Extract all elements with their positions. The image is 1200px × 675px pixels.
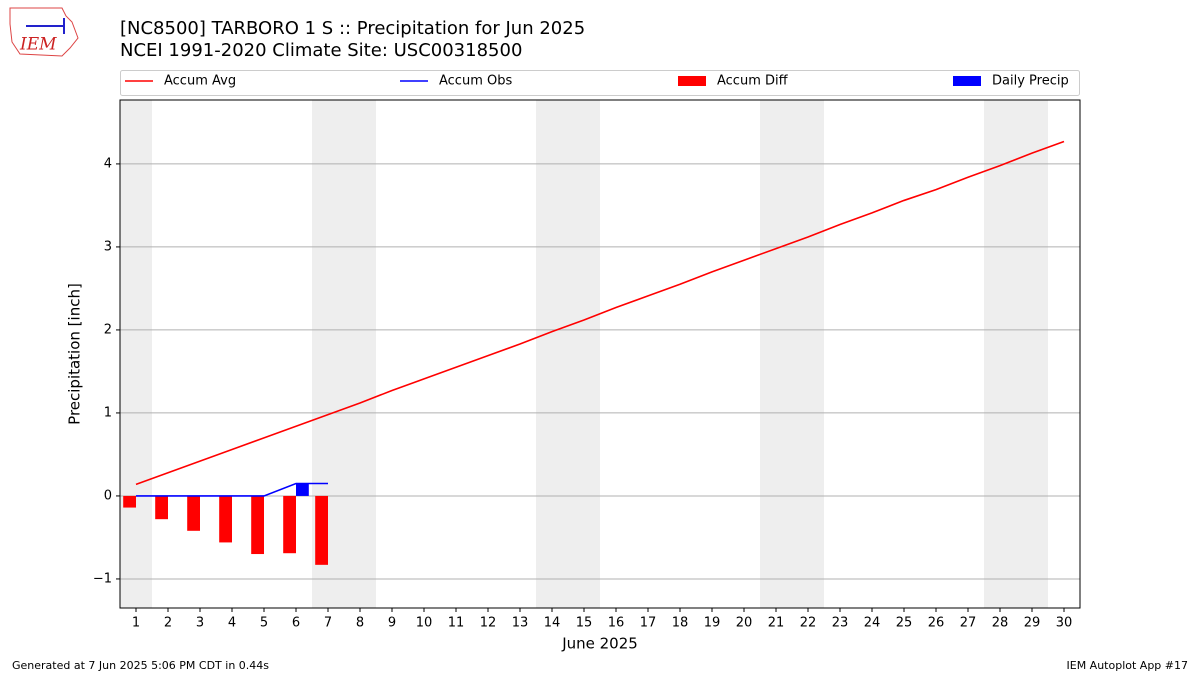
x-tick-label: 8 — [356, 616, 364, 631]
x-tick-label: 9 — [388, 616, 396, 631]
x-tick-label: 27 — [960, 616, 977, 631]
x-tick-label: 16 — [608, 616, 625, 631]
x-tick-label: 28 — [992, 616, 1009, 631]
x-tick-label: 5 — [260, 616, 268, 631]
x-tick-label: 26 — [928, 616, 945, 631]
legend-box — [120, 70, 1080, 96]
y-tick-label: 3 — [104, 239, 112, 254]
legend-label: Accum Avg — [164, 74, 236, 89]
weekend-shade — [536, 100, 600, 608]
weekend-shade — [760, 100, 824, 608]
footer-right: IEM Autoplot App #17 — [1067, 659, 1189, 672]
x-tick-label: 10 — [416, 616, 433, 631]
bar — [155, 495, 168, 520]
y-tick-label: −1 — [93, 571, 112, 586]
x-tick-label: 29 — [1024, 616, 1041, 631]
logo: IEM — [9, 7, 79, 57]
x-tick-label: 24 — [864, 616, 881, 631]
x-tick-label: 2 — [164, 616, 172, 631]
bar — [251, 495, 264, 555]
y-tick-label: 0 — [104, 488, 112, 503]
x-tick-label: 12 — [480, 616, 497, 631]
x-tick-label: 3 — [196, 616, 204, 631]
y-tick-label: 1 — [104, 405, 112, 420]
x-tick-label: 13 — [512, 616, 529, 631]
x-tick-label: 4 — [228, 616, 236, 631]
line — [136, 482, 328, 497]
bar — [296, 483, 309, 496]
x-tick-label: 21 — [768, 616, 785, 631]
logo-outline — [9, 7, 79, 57]
logo-text: IEM — [19, 35, 57, 55]
chart-subtitle: NCEI 1991-2020 Climate Site: USC00318500 — [120, 40, 522, 61]
x-tick-label: 20 — [736, 616, 753, 631]
plot-frame — [119, 99, 1081, 609]
bar — [283, 495, 296, 554]
y-tick-label: 2 — [104, 322, 112, 337]
y-axis-label: Precipitation [inch] — [66, 283, 84, 425]
x-tick-label: 11 — [448, 616, 465, 631]
legend-label: Accum Obs — [439, 74, 512, 89]
legend-label: Accum Diff — [717, 74, 789, 89]
bar — [123, 495, 136, 508]
bar — [219, 495, 232, 543]
x-axis-label: June 2025 — [561, 635, 638, 653]
x-tick-label: 30 — [1056, 616, 1073, 631]
x-tick-label: 18 — [672, 616, 689, 631]
x-tick-label: 19 — [704, 616, 721, 631]
y-tick-label: 4 — [104, 156, 112, 171]
x-tick-label: 7 — [324, 616, 332, 631]
x-tick-label: 25 — [896, 616, 913, 631]
x-tick-label: 23 — [832, 616, 849, 631]
legend-swatch — [678, 76, 706, 86]
chart-title: [NC8500] TARBORO 1 S :: Precipitation fo… — [120, 18, 585, 39]
x-tick-label: 14 — [544, 616, 561, 631]
weekend-shade — [984, 100, 1048, 608]
x-tick-label: 1 — [132, 616, 140, 631]
x-tick-label: 17 — [640, 616, 657, 631]
x-tick-label: 15 — [576, 616, 593, 631]
weekend-shade — [120, 100, 152, 608]
legend-label: Daily Precip — [992, 74, 1069, 89]
x-tick-label: 6 — [292, 616, 300, 631]
bar — [187, 495, 200, 531]
legend-swatch — [953, 76, 981, 86]
bar — [315, 495, 328, 565]
line — [135, 140, 1065, 486]
x-tick-label: 22 — [800, 616, 817, 631]
footer-left: Generated at 7 Jun 2025 5:06 PM CDT in 0… — [12, 659, 269, 672]
